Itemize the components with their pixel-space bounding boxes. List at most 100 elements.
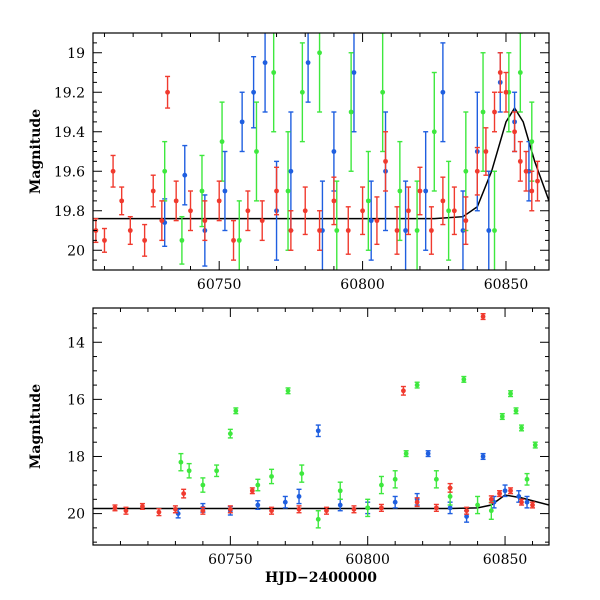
y-axis-label: Magnitude [28,109,44,194]
data-point [269,474,274,479]
data-point [486,228,492,233]
data-point [142,237,148,243]
data-point [431,129,437,135]
data-point [296,494,302,499]
y-tick-label: 14 [67,335,85,351]
data-point [392,499,398,505]
y-tick-label: 19.2 [54,85,85,101]
data-point [227,431,233,437]
data-point [127,228,133,233]
series-red [93,52,541,261]
data-point [488,508,494,514]
data-point [365,505,371,511]
y-tick-label: 18 [67,449,85,465]
data-point [236,237,242,243]
data-point [483,149,489,154]
data-point [112,505,118,511]
data-point [394,228,400,233]
data-point [110,168,116,174]
data-point [282,499,288,505]
data-point [271,70,277,75]
data-point [302,208,308,214]
data-point [503,89,509,95]
data-point [255,502,261,508]
data-point [296,506,302,512]
data-point [345,228,351,233]
data-point [175,511,181,516]
data-point [474,168,480,174]
data-point [380,89,386,95]
data-point [324,508,329,514]
data-point [259,218,265,224]
data-point [305,60,311,66]
data-point [351,506,357,512]
data-point [337,488,343,494]
data-point [269,508,274,514]
y-tick-label: 19 [67,46,85,62]
data-point [492,228,497,233]
data-point [317,50,322,56]
x-tick-label: 60800 [345,552,390,568]
data-point [274,188,279,194]
data-point [530,502,535,508]
data-point [460,228,466,233]
data-point [451,208,457,214]
data-point [360,208,365,214]
plot-area [93,313,549,529]
y-tick-label: 20 [67,507,85,523]
y-axis-label: Magnitude [28,384,44,469]
plot-frame [92,307,550,546]
x-tick-label: 60800 [340,277,385,293]
data-point [262,60,268,66]
data-point [368,218,374,224]
data-point [331,149,337,154]
data-point [401,388,406,394]
data-point [446,208,452,214]
data-point [488,496,494,502]
data-point [202,218,208,224]
data-point [255,482,261,488]
data-point [156,509,162,515]
data-point [535,178,540,184]
data-point [179,237,185,243]
data-point [200,482,206,488]
data-point [403,451,409,457]
data-point [392,476,398,482]
data-point [463,218,469,224]
data-point [464,508,469,514]
data-point [512,129,517,135]
data-point [245,208,251,214]
data-point [417,188,423,194]
data-point [403,228,409,233]
data-point [513,408,519,414]
data-point [334,228,340,233]
data-point [497,70,503,75]
data-point [200,508,206,514]
bottom-panel: 60750 60800 60850 14 16 18 20 Magnitude HJD−2400… [28,307,550,586]
data-point [517,158,523,164]
data-point [497,491,502,497]
data-point [123,508,129,514]
y-tick-label: 19.4 [54,125,85,141]
series-red [112,313,536,517]
data-point [317,228,322,233]
data-point [140,504,145,509]
data-point [173,506,178,512]
data-point [165,89,170,95]
data-point [351,70,357,75]
data-point [162,168,168,174]
data-point [299,471,305,477]
y-tick-label: 16 [67,392,85,408]
data-point [219,139,225,145]
data-point [285,188,291,194]
data-point [159,218,165,224]
data-point [216,198,222,204]
data-point [519,499,524,505]
data-point [464,514,469,519]
data-point [529,188,535,194]
data-point [475,502,480,508]
data-point [251,89,257,95]
data-point [254,149,259,154]
data-point [461,376,467,382]
data-point [150,188,156,194]
